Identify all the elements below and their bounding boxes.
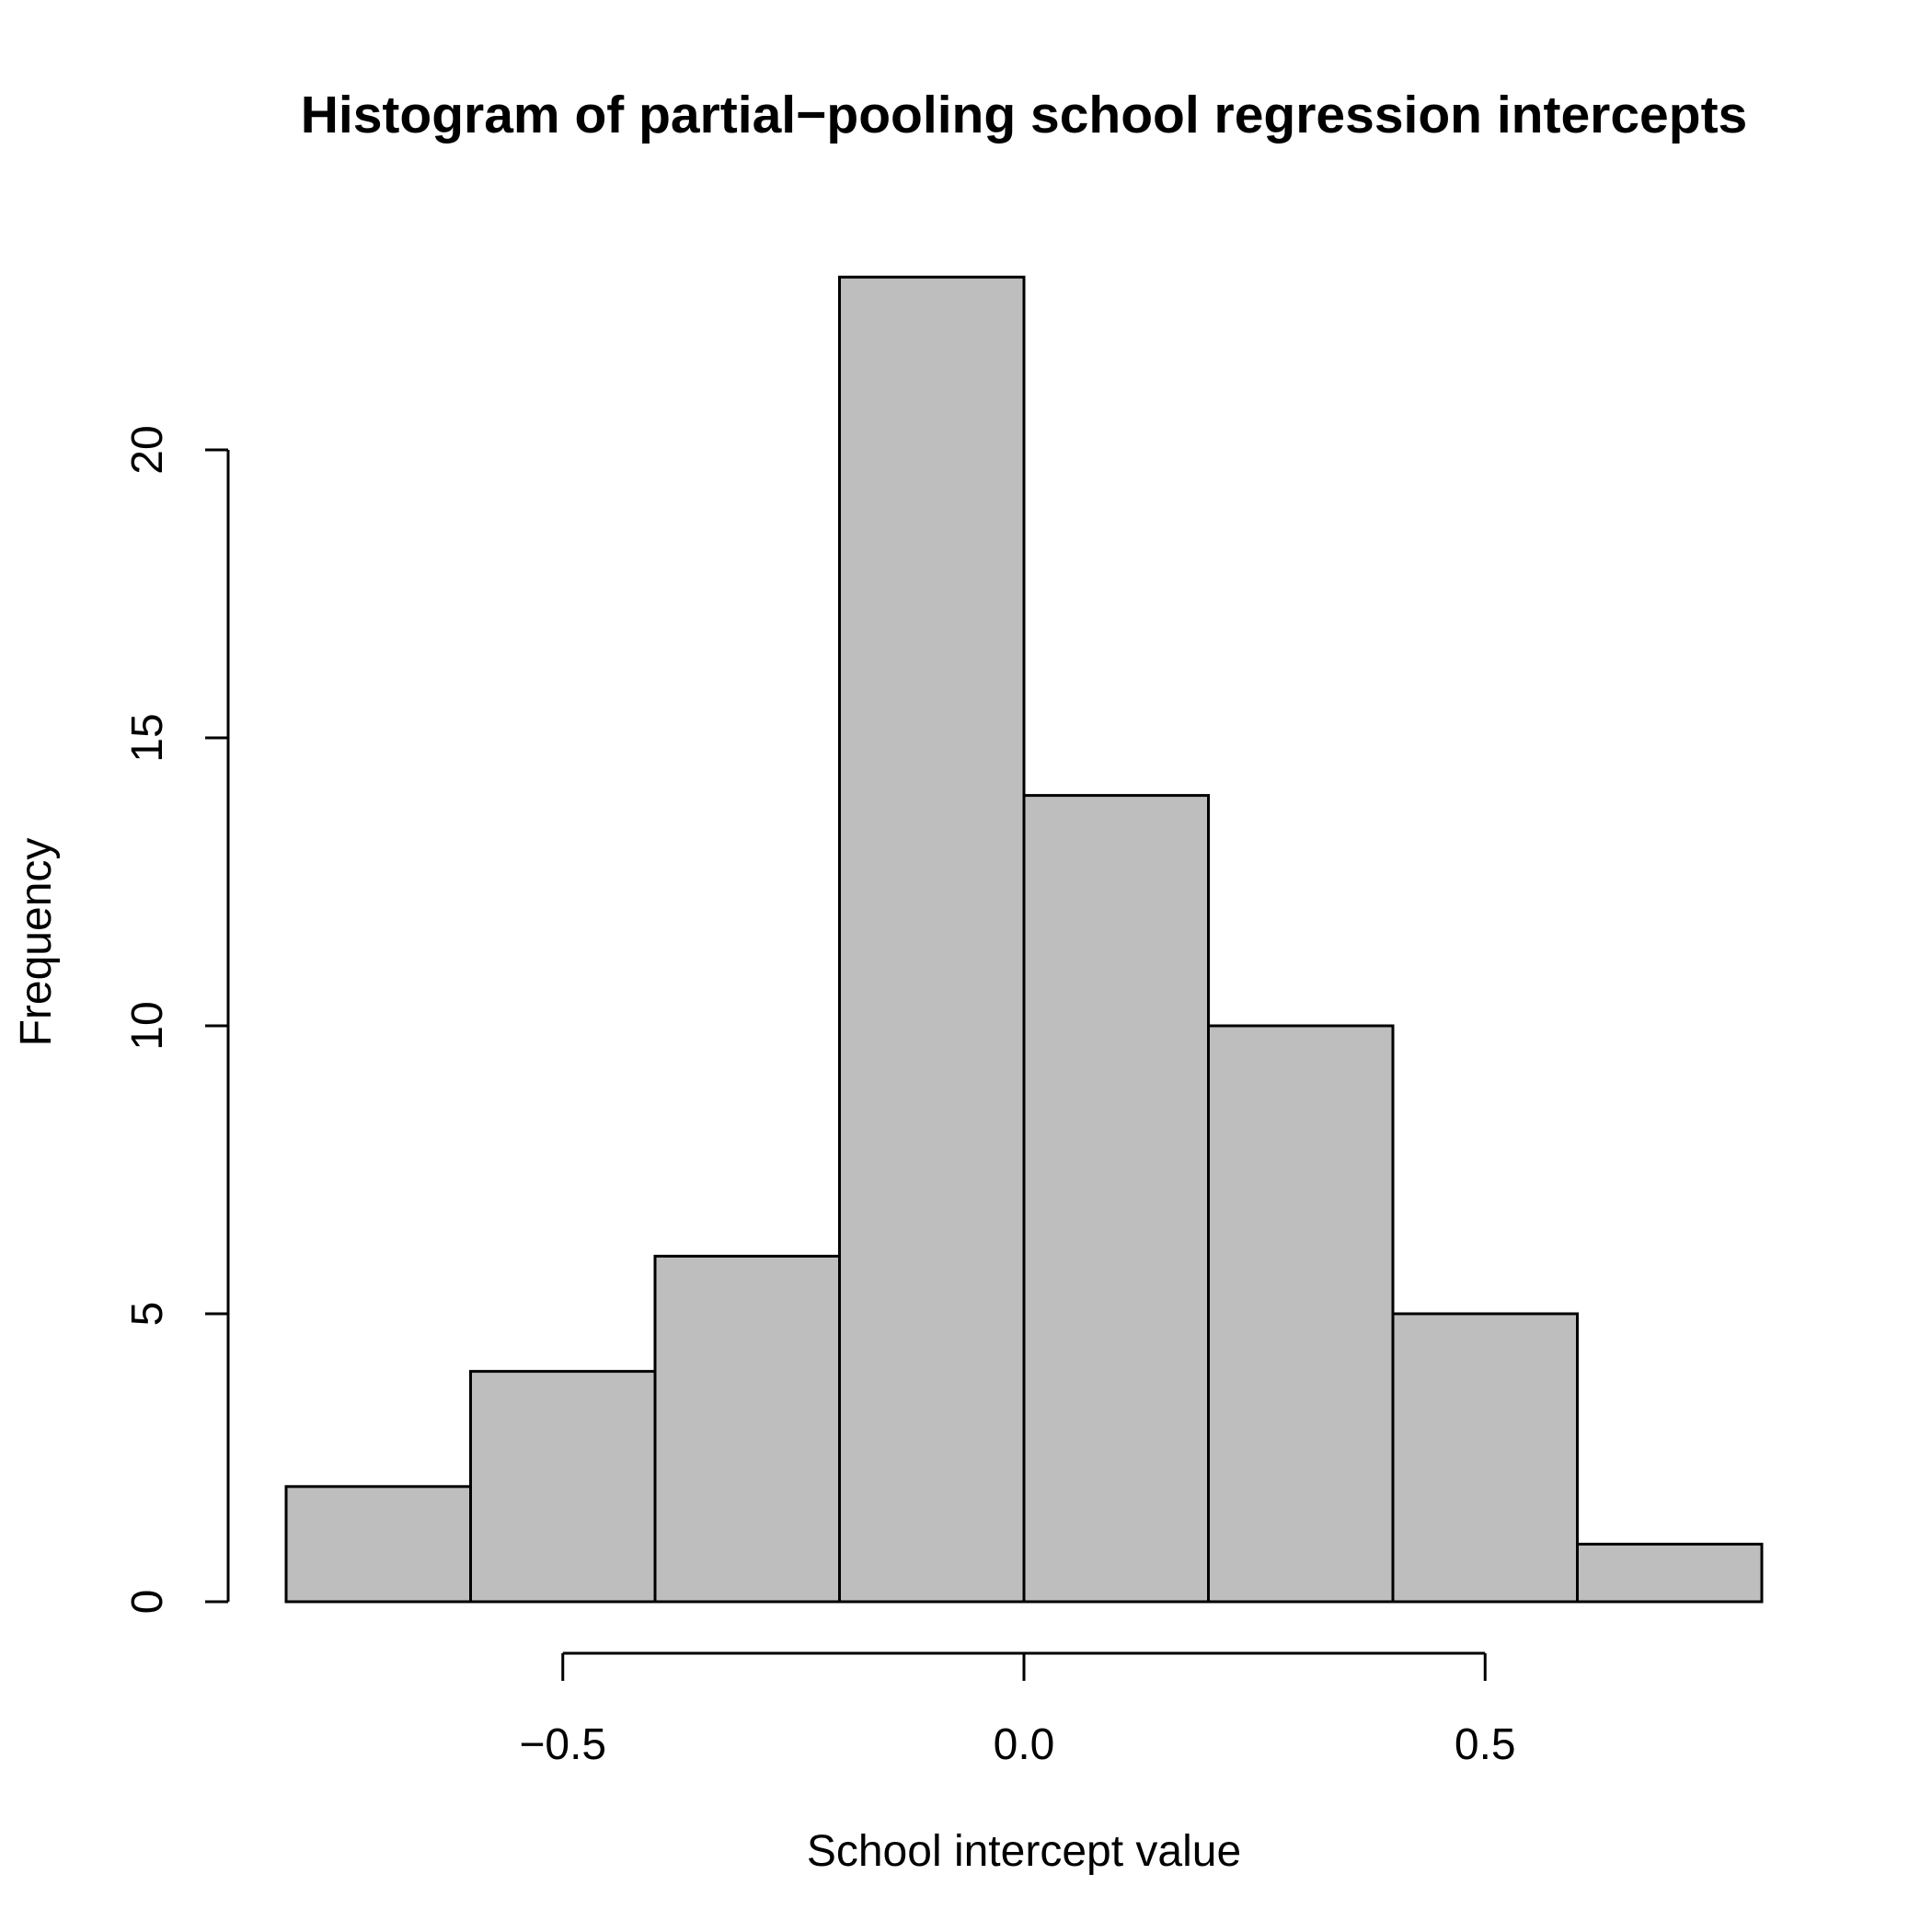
histogram-bar (1207, 1024, 1395, 1604)
y-tick-label: 15 (123, 713, 172, 762)
y-tick-label: 5 (123, 1302, 172, 1327)
y-axis: 0 5 10 15 20 (123, 425, 230, 1615)
x-tick-label: 0.5 (1455, 1720, 1516, 1769)
histogram-bar (838, 275, 1026, 1604)
x-axis: −0.5 0.0 0.5 (519, 1651, 1516, 1769)
chart-title: Histogram of partial−pooling school regr… (301, 86, 1748, 144)
y-tick-label: 10 (123, 1001, 172, 1050)
histogram-bars (284, 275, 1764, 1604)
histogram-bar (1022, 794, 1210, 1604)
x-tick-label: −0.5 (519, 1720, 606, 1769)
histogram-bar (1391, 1312, 1579, 1604)
x-axis-label: School intercept value (807, 1827, 1241, 1876)
y-tick-label: 0 (123, 1590, 172, 1615)
histogram-bar (284, 1485, 472, 1604)
x-tick-label: 0.0 (994, 1720, 1055, 1769)
histogram-bar (653, 1254, 841, 1604)
histogram-bar (469, 1370, 657, 1604)
y-tick-label: 20 (123, 425, 172, 474)
histogram-bar (1576, 1542, 1764, 1604)
y-axis-label: Frequency (12, 838, 61, 1047)
